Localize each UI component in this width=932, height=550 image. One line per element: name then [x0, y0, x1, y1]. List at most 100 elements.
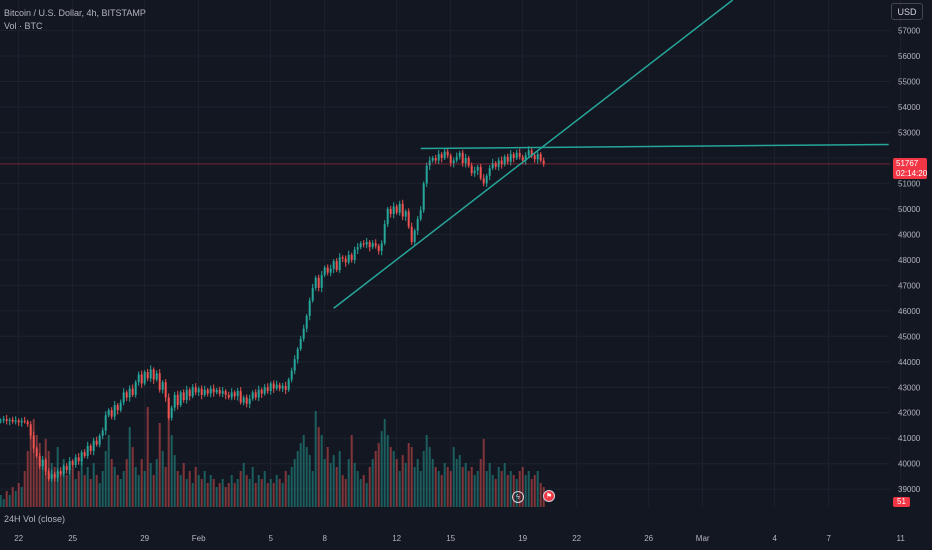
candle — [32, 435, 35, 449]
volume-bar — [113, 467, 116, 507]
lightning-icon[interactable]: ϟ — [512, 491, 524, 503]
indicator-label[interactable]: 24H Vol (close) — [4, 514, 66, 524]
candle — [449, 155, 452, 164]
volume-bar — [440, 475, 443, 507]
volume-bar — [224, 487, 227, 507]
candle — [0, 420, 2, 422]
volume-bar — [245, 475, 248, 507]
flag-icon[interactable]: ⚑ — [543, 490, 555, 502]
candle — [14, 420, 17, 422]
volume-bar — [317, 427, 320, 507]
candle — [287, 379, 290, 390]
candle — [431, 157, 434, 161]
candle — [443, 151, 446, 158]
volume-bar — [335, 467, 338, 507]
candle — [17, 420, 20, 423]
volume-bar — [206, 483, 209, 507]
candle — [260, 389, 263, 394]
current-price-value: 51767 — [896, 159, 919, 168]
volume-bar — [500, 471, 503, 507]
price-tick-label: 50000 — [898, 205, 921, 214]
candle — [23, 420, 26, 422]
volume-bar — [296, 451, 299, 507]
candle — [134, 382, 137, 395]
volume-bar — [260, 479, 263, 507]
candle — [83, 452, 86, 457]
candle — [494, 163, 497, 167]
volume-bar — [341, 475, 344, 507]
time-axis: 22 25 29 Feb 5 8 12 15 19 22 26 Mar 4 7 11 — [14, 534, 905, 543]
candle — [470, 165, 473, 174]
candle — [413, 230, 416, 243]
volume-bar — [59, 471, 62, 507]
candle — [224, 391, 227, 395]
volume-bar — [377, 443, 380, 507]
volume-bar — [185, 479, 188, 507]
candle — [104, 415, 107, 431]
candle — [347, 254, 350, 263]
volume-bar — [152, 475, 155, 507]
candle — [320, 275, 323, 288]
candle — [509, 154, 512, 162]
ascending-trendline — [333, 0, 734, 309]
candle — [254, 392, 257, 398]
candle — [38, 456, 41, 467]
volume-value-tag: 51 — [893, 497, 910, 507]
volume-bar — [458, 455, 461, 507]
currency-button[interactable]: USD — [891, 3, 923, 20]
volume-bar — [158, 423, 161, 507]
candle — [248, 398, 251, 404]
time-tick-label: 12 — [392, 534, 401, 543]
volume-bar — [311, 471, 314, 507]
candle — [521, 156, 524, 161]
volume-bar — [323, 459, 326, 507]
volume-bar — [320, 435, 323, 507]
candle — [485, 175, 488, 184]
volume-bar — [266, 483, 269, 507]
candle — [293, 359, 296, 371]
volume-bar — [137, 475, 140, 507]
volume-bar — [509, 471, 512, 507]
candle — [44, 459, 47, 472]
candle — [266, 387, 269, 392]
volume-bar — [410, 447, 413, 507]
volume-bar — [482, 439, 485, 507]
volume-bar — [476, 471, 479, 507]
candle — [98, 435, 101, 445]
candle — [245, 397, 248, 404]
candle — [368, 242, 371, 248]
volume-bar — [488, 463, 491, 507]
candle — [524, 155, 527, 161]
volume-bar — [140, 459, 143, 507]
volume-bar — [518, 471, 521, 507]
candle — [113, 405, 116, 417]
candle — [284, 385, 287, 390]
candle — [242, 397, 245, 403]
candle — [344, 258, 347, 263]
candle — [467, 157, 470, 166]
volume-bar — [491, 475, 494, 507]
candles — [0, 146, 545, 483]
candle — [209, 388, 212, 394]
candle — [119, 402, 122, 411]
candle — [350, 254, 353, 260]
volume-bar — [305, 447, 308, 507]
volume-bar — [110, 459, 113, 507]
volume-bar — [125, 459, 128, 507]
price-tick-label: 44000 — [898, 358, 921, 367]
candle — [419, 210, 422, 220]
volume-bar — [503, 463, 506, 507]
volume-bar — [437, 471, 440, 507]
candle — [410, 226, 413, 243]
time-tick-label: Feb — [192, 534, 206, 543]
candle — [326, 267, 329, 273]
volume-legend[interactable]: Vol · BTC — [4, 21, 43, 31]
volume-bar — [527, 471, 530, 507]
candle — [371, 243, 374, 248]
candle — [398, 203, 401, 213]
symbol-title[interactable]: Bitcoin / U.S. Dollar, 4h, BITSTAMP — [4, 8, 146, 18]
candle — [71, 461, 74, 465]
volume-bar — [473, 475, 476, 507]
candle — [194, 387, 197, 393]
